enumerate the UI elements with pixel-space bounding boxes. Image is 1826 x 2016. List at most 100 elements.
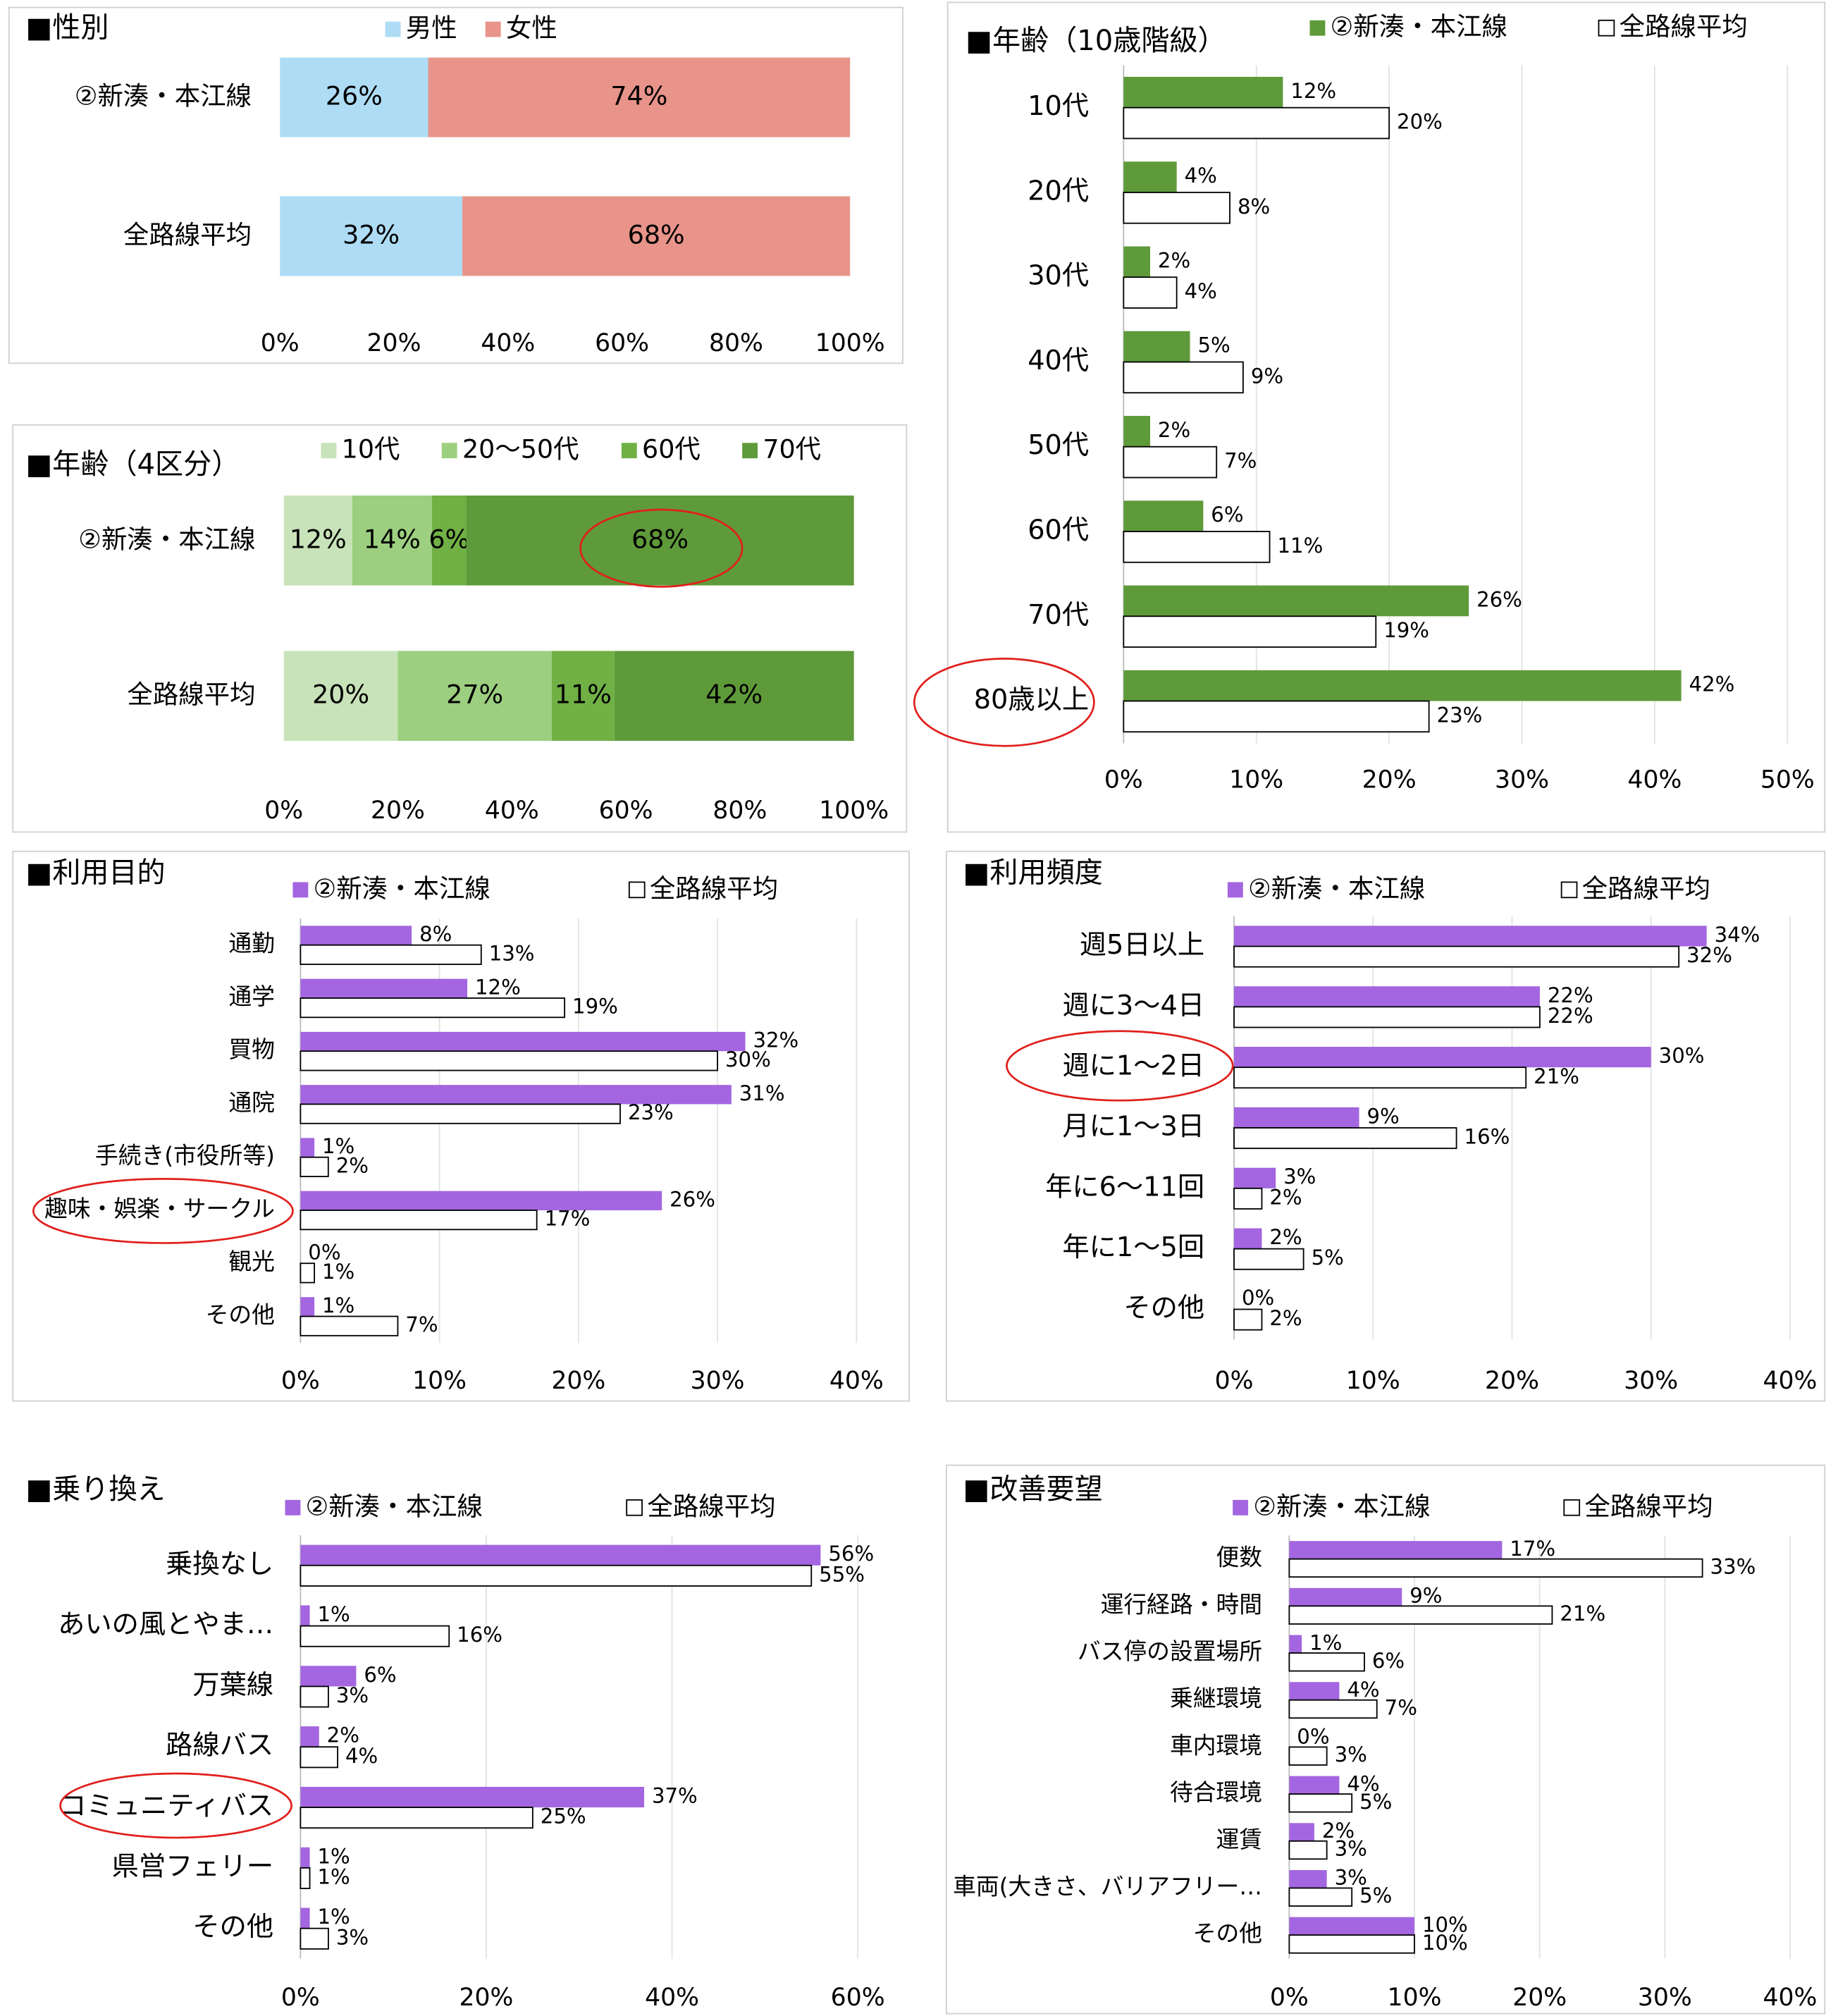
y-tick-label: ②新湊・本江線 — [78, 524, 255, 554]
x-tick-label: 10% — [1346, 1367, 1400, 1395]
bar-segment — [614, 651, 854, 742]
value-label: 4% — [1185, 164, 1217, 188]
x-tick-label: 30% — [691, 1367, 745, 1395]
bar-segment — [432, 495, 467, 586]
bar — [1233, 1308, 1263, 1331]
bar-segment — [397, 651, 552, 742]
y-tick-label: 運行経路・時間 — [1101, 1591, 1262, 1618]
bar — [1123, 331, 1190, 362]
legend-swatch — [628, 881, 646, 899]
bar — [300, 1625, 450, 1647]
value-label: 6% — [428, 524, 469, 554]
bar — [300, 1297, 315, 1317]
y-tick-label: 年に6～11回 — [1045, 1171, 1204, 1203]
x-tick-label: 10% — [1388, 1984, 1442, 2012]
x-tick-label: 30% — [1624, 1367, 1678, 1395]
value-label: 19% — [1383, 618, 1429, 642]
value-label: 33% — [1710, 1554, 1756, 1578]
bar — [300, 1103, 621, 1124]
value-label: 1% — [317, 1905, 350, 1929]
bar-segment — [428, 57, 851, 137]
value-label: 11% — [1277, 534, 1323, 558]
value-label: 5% — [1312, 1246, 1344, 1270]
legend-label: ②新湊・本江線 — [1253, 1491, 1430, 1521]
bar-segment — [280, 57, 428, 137]
x-tick-label: 0% — [1104, 766, 1143, 794]
value-label: 3% — [336, 1925, 369, 1949]
value-label: 2% — [1158, 248, 1190, 272]
bar — [300, 1666, 357, 1687]
y-tick-label: 趣味・娯楽・サークル — [44, 1196, 275, 1222]
value-label: 2% — [1269, 1306, 1302, 1330]
x-tick-label: 0% — [1270, 1984, 1309, 2012]
y-tick-label: 買物 — [228, 1036, 275, 1063]
value-label: 2% — [1158, 418, 1190, 442]
highlight — [579, 508, 744, 588]
legend-label: 全路線平均 — [1620, 11, 1748, 42]
value-label: 2% — [327, 1723, 359, 1747]
legend-swatch — [1227, 882, 1243, 898]
value-label: 14% — [364, 524, 421, 554]
bar — [300, 1138, 315, 1157]
value-label: 10% — [1422, 1931, 1468, 1955]
value-label: 32% — [343, 219, 400, 250]
value-label: 10% — [1422, 1912, 1468, 1936]
y-tick-label: 70代 — [1028, 599, 1089, 631]
bar — [1233, 1006, 1541, 1028]
bar — [300, 1210, 538, 1231]
value-label: 6% — [1372, 1649, 1405, 1673]
value-label: 74% — [610, 81, 667, 111]
value-label: 23% — [628, 1100, 674, 1124]
y-tick-label: 万葉線 — [192, 1669, 273, 1701]
x-tick-label: 60% — [831, 1984, 885, 2012]
legend-swatch — [292, 882, 309, 898]
y-tick-label: ②新湊・本江線 — [75, 81, 252, 111]
y-tick-label: 10代 — [1028, 90, 1089, 122]
bar — [1288, 1840, 1328, 1860]
value-label: 9% — [1409, 1584, 1442, 1608]
highlight — [59, 1772, 292, 1839]
x-tick-label: 20% — [367, 329, 421, 357]
legend-label: 男性 — [406, 13, 457, 43]
bar — [300, 1544, 821, 1566]
y-tick-label: 待合環境 — [1170, 1779, 1262, 1806]
value-label: 55% — [819, 1562, 865, 1586]
panel — [12, 424, 908, 833]
x-tick-label: 100% — [815, 329, 885, 357]
bar — [300, 1031, 746, 1052]
value-label: 6% — [364, 1663, 396, 1687]
bar — [1123, 615, 1377, 648]
value-label: 6% — [1211, 503, 1243, 527]
y-tick-label: 30代 — [1028, 260, 1089, 292]
value-label: 16% — [1464, 1125, 1510, 1149]
bar-segment — [551, 651, 615, 742]
x-tick-label: 30% — [1495, 766, 1549, 794]
value-label: 3% — [336, 1683, 369, 1707]
value-label: 30% — [725, 1047, 771, 1071]
bar-segment — [462, 196, 851, 276]
highlight — [1006, 1030, 1234, 1102]
bar — [1289, 1635, 1302, 1654]
x-tick-label: 0% — [261, 329, 300, 357]
chart-title: ■利用目的 — [25, 857, 165, 890]
value-label: 22% — [1548, 983, 1593, 1007]
legend-swatch — [285, 1499, 301, 1516]
y-tick-label: その他 — [206, 1301, 275, 1328]
y-tick-label: あいの風とやま… — [58, 1609, 273, 1640]
x-tick-label: 40% — [1763, 1367, 1818, 1395]
bar — [1234, 986, 1540, 1007]
value-label: 4% — [1347, 1771, 1379, 1795]
x-tick-label: 20% — [371, 797, 425, 825]
bar — [1123, 161, 1177, 192]
y-tick-label: 乗換なし — [166, 1548, 273, 1580]
x-tick-label: 40% — [481, 329, 535, 357]
value-label: 0% — [308, 1241, 340, 1265]
x-tick-label: 20% — [1485, 1367, 1539, 1395]
value-label: 2% — [1322, 1819, 1355, 1843]
value-label: 1% — [322, 1260, 354, 1284]
value-label: 8% — [1238, 195, 1270, 219]
bar — [1289, 1823, 1314, 1841]
value-label: 37% — [652, 1783, 698, 1807]
bar — [300, 1605, 310, 1626]
